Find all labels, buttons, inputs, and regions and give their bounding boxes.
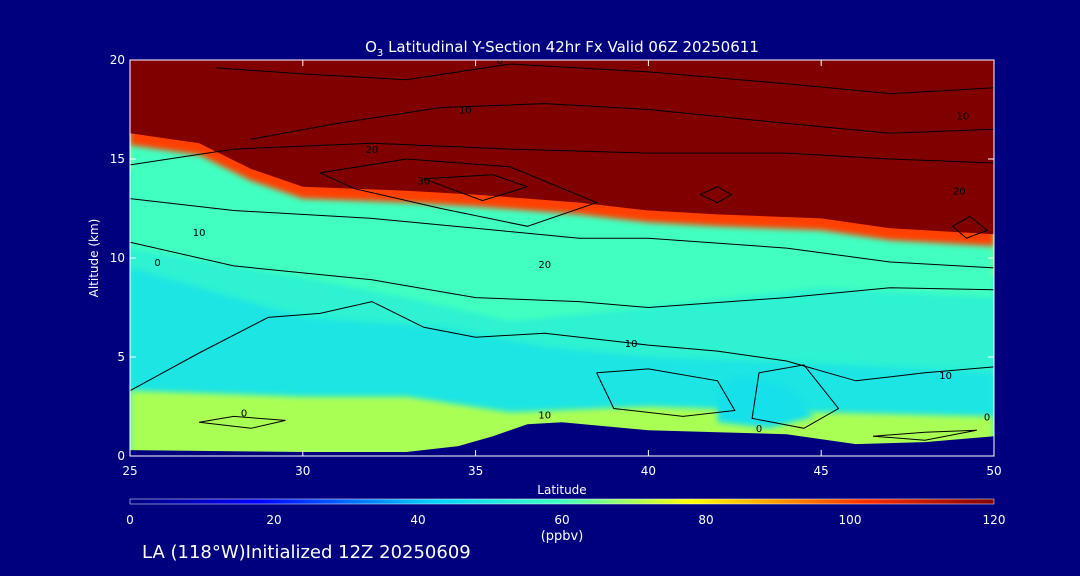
- contour-label: 10: [459, 106, 472, 117]
- contour-lines: 0 10 20 30 10 20 10 0 10 0 10 20 10 0 0: [130, 56, 994, 441]
- contour-label: 20: [538, 260, 551, 271]
- x-axis-ticks: 25 30 35 40 45 50: [122, 60, 1002, 478]
- contour-line: [872, 429, 977, 441]
- contour-line: [319, 158, 599, 227]
- contour-line: [596, 368, 736, 417]
- contour-label: 20: [953, 187, 966, 198]
- contour-line: [199, 415, 286, 429]
- colorbar-tick-label: 80: [698, 513, 713, 527]
- contour-label: 0: [984, 412, 990, 423]
- contour-label: 10: [939, 371, 952, 382]
- y-tick-label: 15: [110, 152, 125, 166]
- contour-label: 10: [957, 111, 970, 122]
- contour-line: [699, 186, 733, 204]
- x-tick-label: 30: [295, 464, 310, 478]
- title-subscript: 3: [377, 48, 383, 59]
- contour-line: [130, 241, 994, 309]
- colorbar-tick-label: 60: [554, 513, 569, 527]
- y-axis-label: Altitude (km): [87, 219, 101, 298]
- contour-line: [751, 364, 840, 429]
- contour-label: 0: [154, 258, 160, 269]
- chart-title: O3 Latitudinal Y-Section 42hr Fx Valid 0…: [365, 38, 759, 59]
- colorbar-ticks: 0 20 40 60 80 100 120: [126, 513, 1005, 527]
- colorbar-tick-label: 20: [266, 513, 281, 527]
- y-axis-ticks: 0 5 10 15 20: [110, 53, 994, 463]
- contour-label: 20: [366, 145, 379, 156]
- terrain: [130, 422, 994, 456]
- title-rest: Latitudinal Y-Section 42hr Fx Valid 06Z …: [383, 38, 759, 56]
- contour-label: 10: [538, 410, 551, 421]
- contour-line: [250, 103, 994, 140]
- x-tick-label: 50: [986, 464, 1001, 478]
- colorbar-tick-label: 120: [983, 513, 1006, 527]
- contour-line: [130, 198, 994, 269]
- stratosphere-field: [130, 60, 994, 235]
- x-tick-label: 45: [814, 464, 829, 478]
- contour-line: [216, 63, 994, 95]
- colorbar-tick-label: 100: [839, 513, 862, 527]
- contour-label: 30: [417, 177, 430, 188]
- contour-label: 0: [756, 424, 762, 435]
- y-tick-label: 0: [117, 449, 125, 463]
- contour-line: [130, 301, 994, 392]
- colorbar: [129, 498, 995, 505]
- plot-area: [130, 60, 994, 456]
- contour-line: [423, 174, 530, 202]
- contour-line: [952, 215, 989, 239]
- field-clean-pocket: [717, 376, 815, 429]
- contour-line: [130, 142, 994, 166]
- colorbar-tick-label: 40: [410, 513, 425, 527]
- contour-label: 0: [497, 56, 503, 67]
- colorbar-tick-label: 0: [126, 513, 134, 527]
- colorbar-unit-label: (ppbv): [541, 529, 584, 544]
- x-tick-label: 40: [641, 464, 656, 478]
- y-tick-label: 5: [117, 350, 125, 364]
- title-main: O: [365, 38, 377, 56]
- contour-label: 10: [625, 339, 638, 350]
- contour-label: 0: [241, 408, 247, 419]
- footer-caption: LA (118°W)Initialized 12Z 20250609: [142, 542, 471, 563]
- x-tick-label: 35: [468, 464, 483, 478]
- x-axis-label: Latitude: [537, 483, 586, 497]
- y-tick-label: 10: [110, 251, 125, 265]
- y-tick-label: 20: [110, 53, 125, 67]
- contour-label: 10: [193, 228, 206, 239]
- x-tick-label: 25: [122, 464, 137, 478]
